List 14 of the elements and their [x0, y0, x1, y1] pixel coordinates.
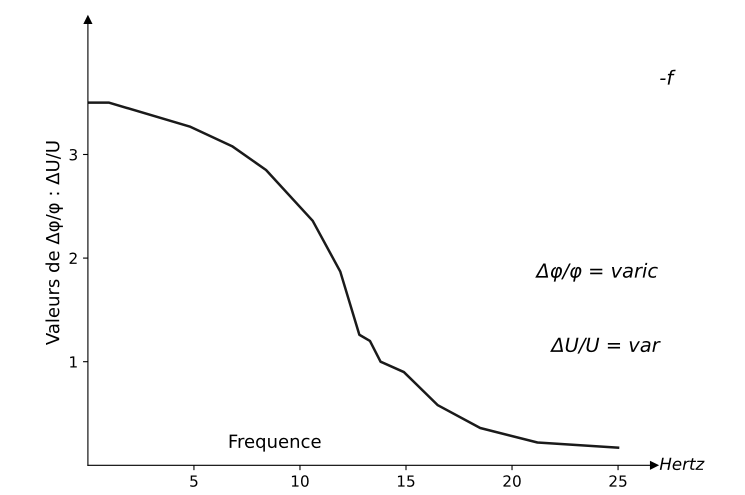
x-tick-label: 10 [292, 475, 309, 487]
annotation: ΔU/U = var [550, 338, 661, 354]
y-tick-label: 1 [70, 356, 77, 368]
x-tick-label: 5 [190, 475, 198, 487]
x-tick-label: 20 [503, 475, 521, 487]
text: Hertz [660, 458, 705, 470]
x-axis-title: Frequence [230, 434, 321, 452]
x-tick-label: 25 [609, 475, 626, 487]
annotation: Δφ/φ = varic [535, 262, 658, 282]
y-tick-label: 3 [70, 148, 77, 161]
x-tick-label: 15 [398, 475, 414, 487]
y-tick-label: 2 [70, 252, 77, 264]
y-axis-title: Valeurs de Δφ/φ : ΔU/U [45, 142, 63, 345]
text: -f [660, 70, 676, 85]
